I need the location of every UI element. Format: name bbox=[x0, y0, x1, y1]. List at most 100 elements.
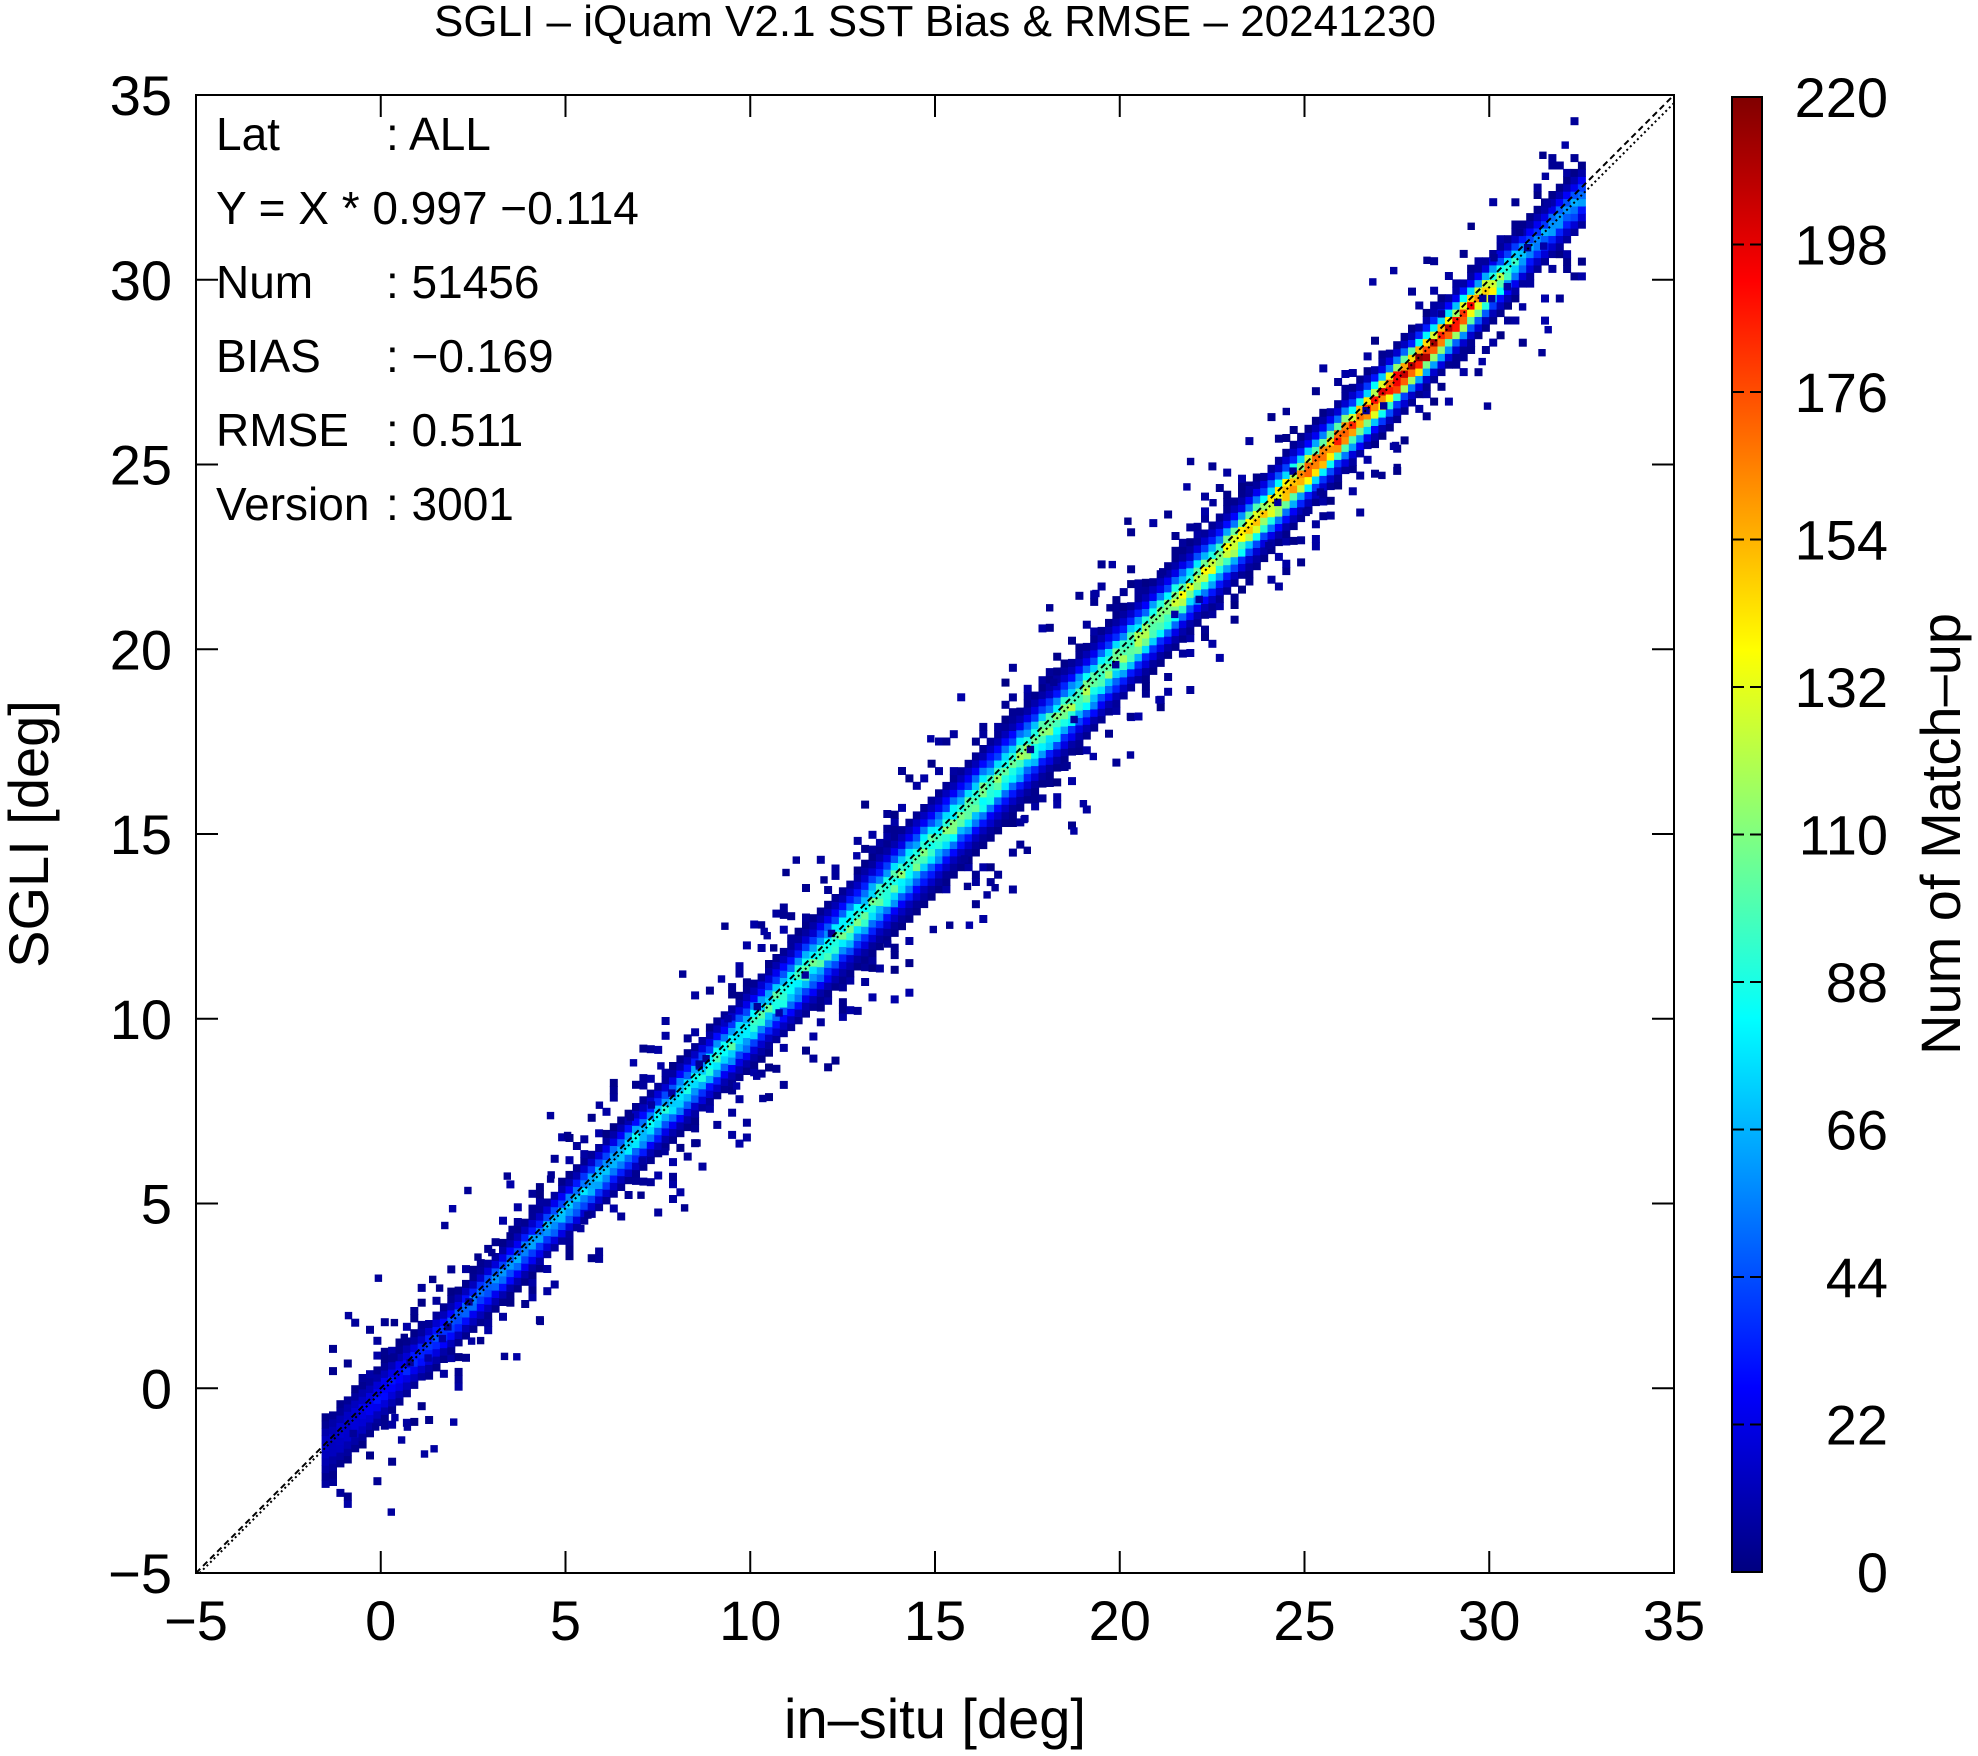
density-cell bbox=[1341, 458, 1350, 467]
density-cell bbox=[595, 1151, 604, 1160]
density-cell bbox=[1385, 416, 1394, 425]
density-cell bbox=[558, 1229, 567, 1238]
density-cell bbox=[654, 1105, 663, 1113]
density-cell bbox=[935, 767, 943, 776]
density-cell bbox=[1008, 811, 1017, 820]
density-cell bbox=[875, 846, 884, 855]
density-cell bbox=[994, 782, 1003, 790]
density-cell bbox=[476, 1310, 485, 1319]
density-cell bbox=[1282, 537, 1291, 546]
density-cell bbox=[329, 1367, 337, 1376]
density-cell bbox=[794, 957, 803, 966]
density-cell bbox=[1238, 496, 1246, 505]
density-cell bbox=[373, 1477, 382, 1486]
density-cell bbox=[735, 999, 744, 1008]
density-cell bbox=[1068, 777, 1076, 786]
density-cell bbox=[336, 1452, 345, 1460]
density-cell bbox=[1430, 360, 1439, 369]
density-cell bbox=[1164, 673, 1173, 681]
density-cell bbox=[1363, 352, 1372, 361]
density-cell bbox=[824, 952, 833, 961]
density-cell bbox=[580, 1194, 589, 1203]
density-cell bbox=[1348, 391, 1357, 400]
density-cell bbox=[1112, 684, 1121, 693]
density-cell bbox=[1038, 705, 1047, 714]
density-cell bbox=[417, 1328, 426, 1337]
density-cell bbox=[853, 962, 862, 971]
density-cell bbox=[1289, 440, 1298, 449]
density-cell bbox=[1563, 220, 1572, 229]
density-cell bbox=[403, 1423, 412, 1431]
density-cell bbox=[402, 1389, 411, 1398]
density-cell bbox=[920, 848, 929, 857]
density-cell bbox=[454, 1286, 463, 1295]
density-cell bbox=[838, 976, 847, 984]
density-cell bbox=[1319, 431, 1328, 439]
density-cell bbox=[587, 1150, 596, 1159]
density-cell bbox=[1149, 659, 1158, 668]
density-cell bbox=[1260, 539, 1269, 548]
density-cell bbox=[1141, 689, 1150, 698]
density-cell bbox=[713, 1054, 722, 1063]
density-cell bbox=[779, 903, 788, 912]
density-cell bbox=[890, 965, 899, 974]
density-cell bbox=[1282, 530, 1291, 539]
density-cell bbox=[1533, 235, 1542, 244]
density-cell bbox=[646, 1096, 655, 1105]
density-cell bbox=[1031, 706, 1040, 715]
density-cell bbox=[1393, 341, 1402, 350]
density-cell bbox=[1415, 323, 1424, 332]
density-cell bbox=[587, 1180, 596, 1189]
density-cell bbox=[469, 1317, 478, 1326]
density-cell bbox=[535, 1183, 544, 1192]
density-cell bbox=[1369, 278, 1377, 286]
density-cell bbox=[1474, 368, 1483, 377]
density-cell bbox=[750, 979, 759, 988]
density-cell bbox=[757, 921, 766, 929]
density-cell bbox=[1008, 759, 1017, 768]
density-cell bbox=[410, 1373, 419, 1382]
density-cell bbox=[728, 1108, 737, 1117]
density-cell bbox=[425, 1327, 434, 1336]
density-cell bbox=[875, 920, 884, 929]
density-cell bbox=[1422, 368, 1431, 376]
density-cell bbox=[1053, 778, 1062, 787]
density-cell bbox=[1134, 653, 1143, 662]
density-cell bbox=[351, 1444, 360, 1453]
density-cell bbox=[1186, 560, 1195, 569]
density-cell bbox=[1119, 602, 1128, 611]
density-cell bbox=[1171, 532, 1180, 540]
density-cell bbox=[1016, 729, 1025, 738]
density-cell bbox=[491, 1297, 500, 1306]
density-cell bbox=[1215, 587, 1224, 596]
density-cell bbox=[971, 833, 980, 842]
density-cell bbox=[853, 896, 862, 904]
density-cell bbox=[770, 944, 778, 952]
density-cell bbox=[469, 1302, 478, 1311]
density-cell bbox=[1371, 366, 1379, 375]
density-cell bbox=[1245, 555, 1254, 564]
density-cell bbox=[580, 1172, 589, 1181]
density-cell bbox=[343, 1448, 352, 1457]
density-cell bbox=[1400, 332, 1409, 341]
density-cell bbox=[432, 1326, 441, 1335]
density-cell bbox=[890, 855, 899, 863]
density-cell bbox=[462, 1265, 470, 1274]
density-cell bbox=[1496, 279, 1505, 288]
density-cell bbox=[1090, 671, 1099, 680]
density-cell bbox=[1223, 468, 1232, 477]
density-cell bbox=[1481, 316, 1490, 325]
density-cell bbox=[1171, 610, 1179, 619]
density-cell bbox=[543, 1198, 552, 1207]
density-cell bbox=[898, 900, 906, 908]
density-cell bbox=[1393, 348, 1402, 357]
density-cell bbox=[720, 1085, 729, 1094]
density-cell bbox=[1541, 250, 1549, 259]
density-cell bbox=[506, 1261, 515, 1270]
density-cell bbox=[1023, 721, 1032, 730]
density-cell bbox=[1496, 294, 1505, 303]
density-cell bbox=[920, 811, 929, 820]
density-cell bbox=[374, 1274, 383, 1282]
density-cell bbox=[1149, 622, 1158, 631]
density-cell bbox=[513, 1232, 522, 1241]
